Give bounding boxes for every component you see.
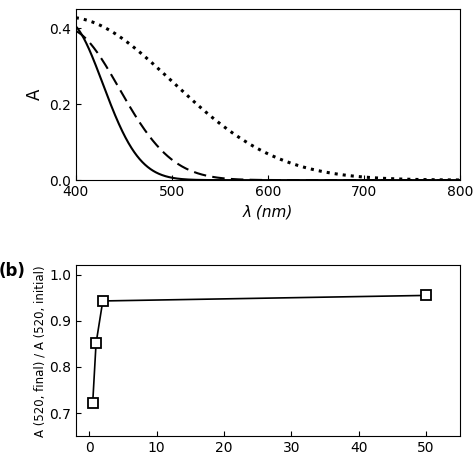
Text: (b): (b): [0, 262, 26, 280]
Y-axis label: A: A: [26, 89, 44, 100]
X-axis label: λ (nm): λ (nm): [243, 205, 293, 219]
Y-axis label: A (520, final) / A (520, initial): A (520, final) / A (520, initial): [33, 265, 46, 437]
